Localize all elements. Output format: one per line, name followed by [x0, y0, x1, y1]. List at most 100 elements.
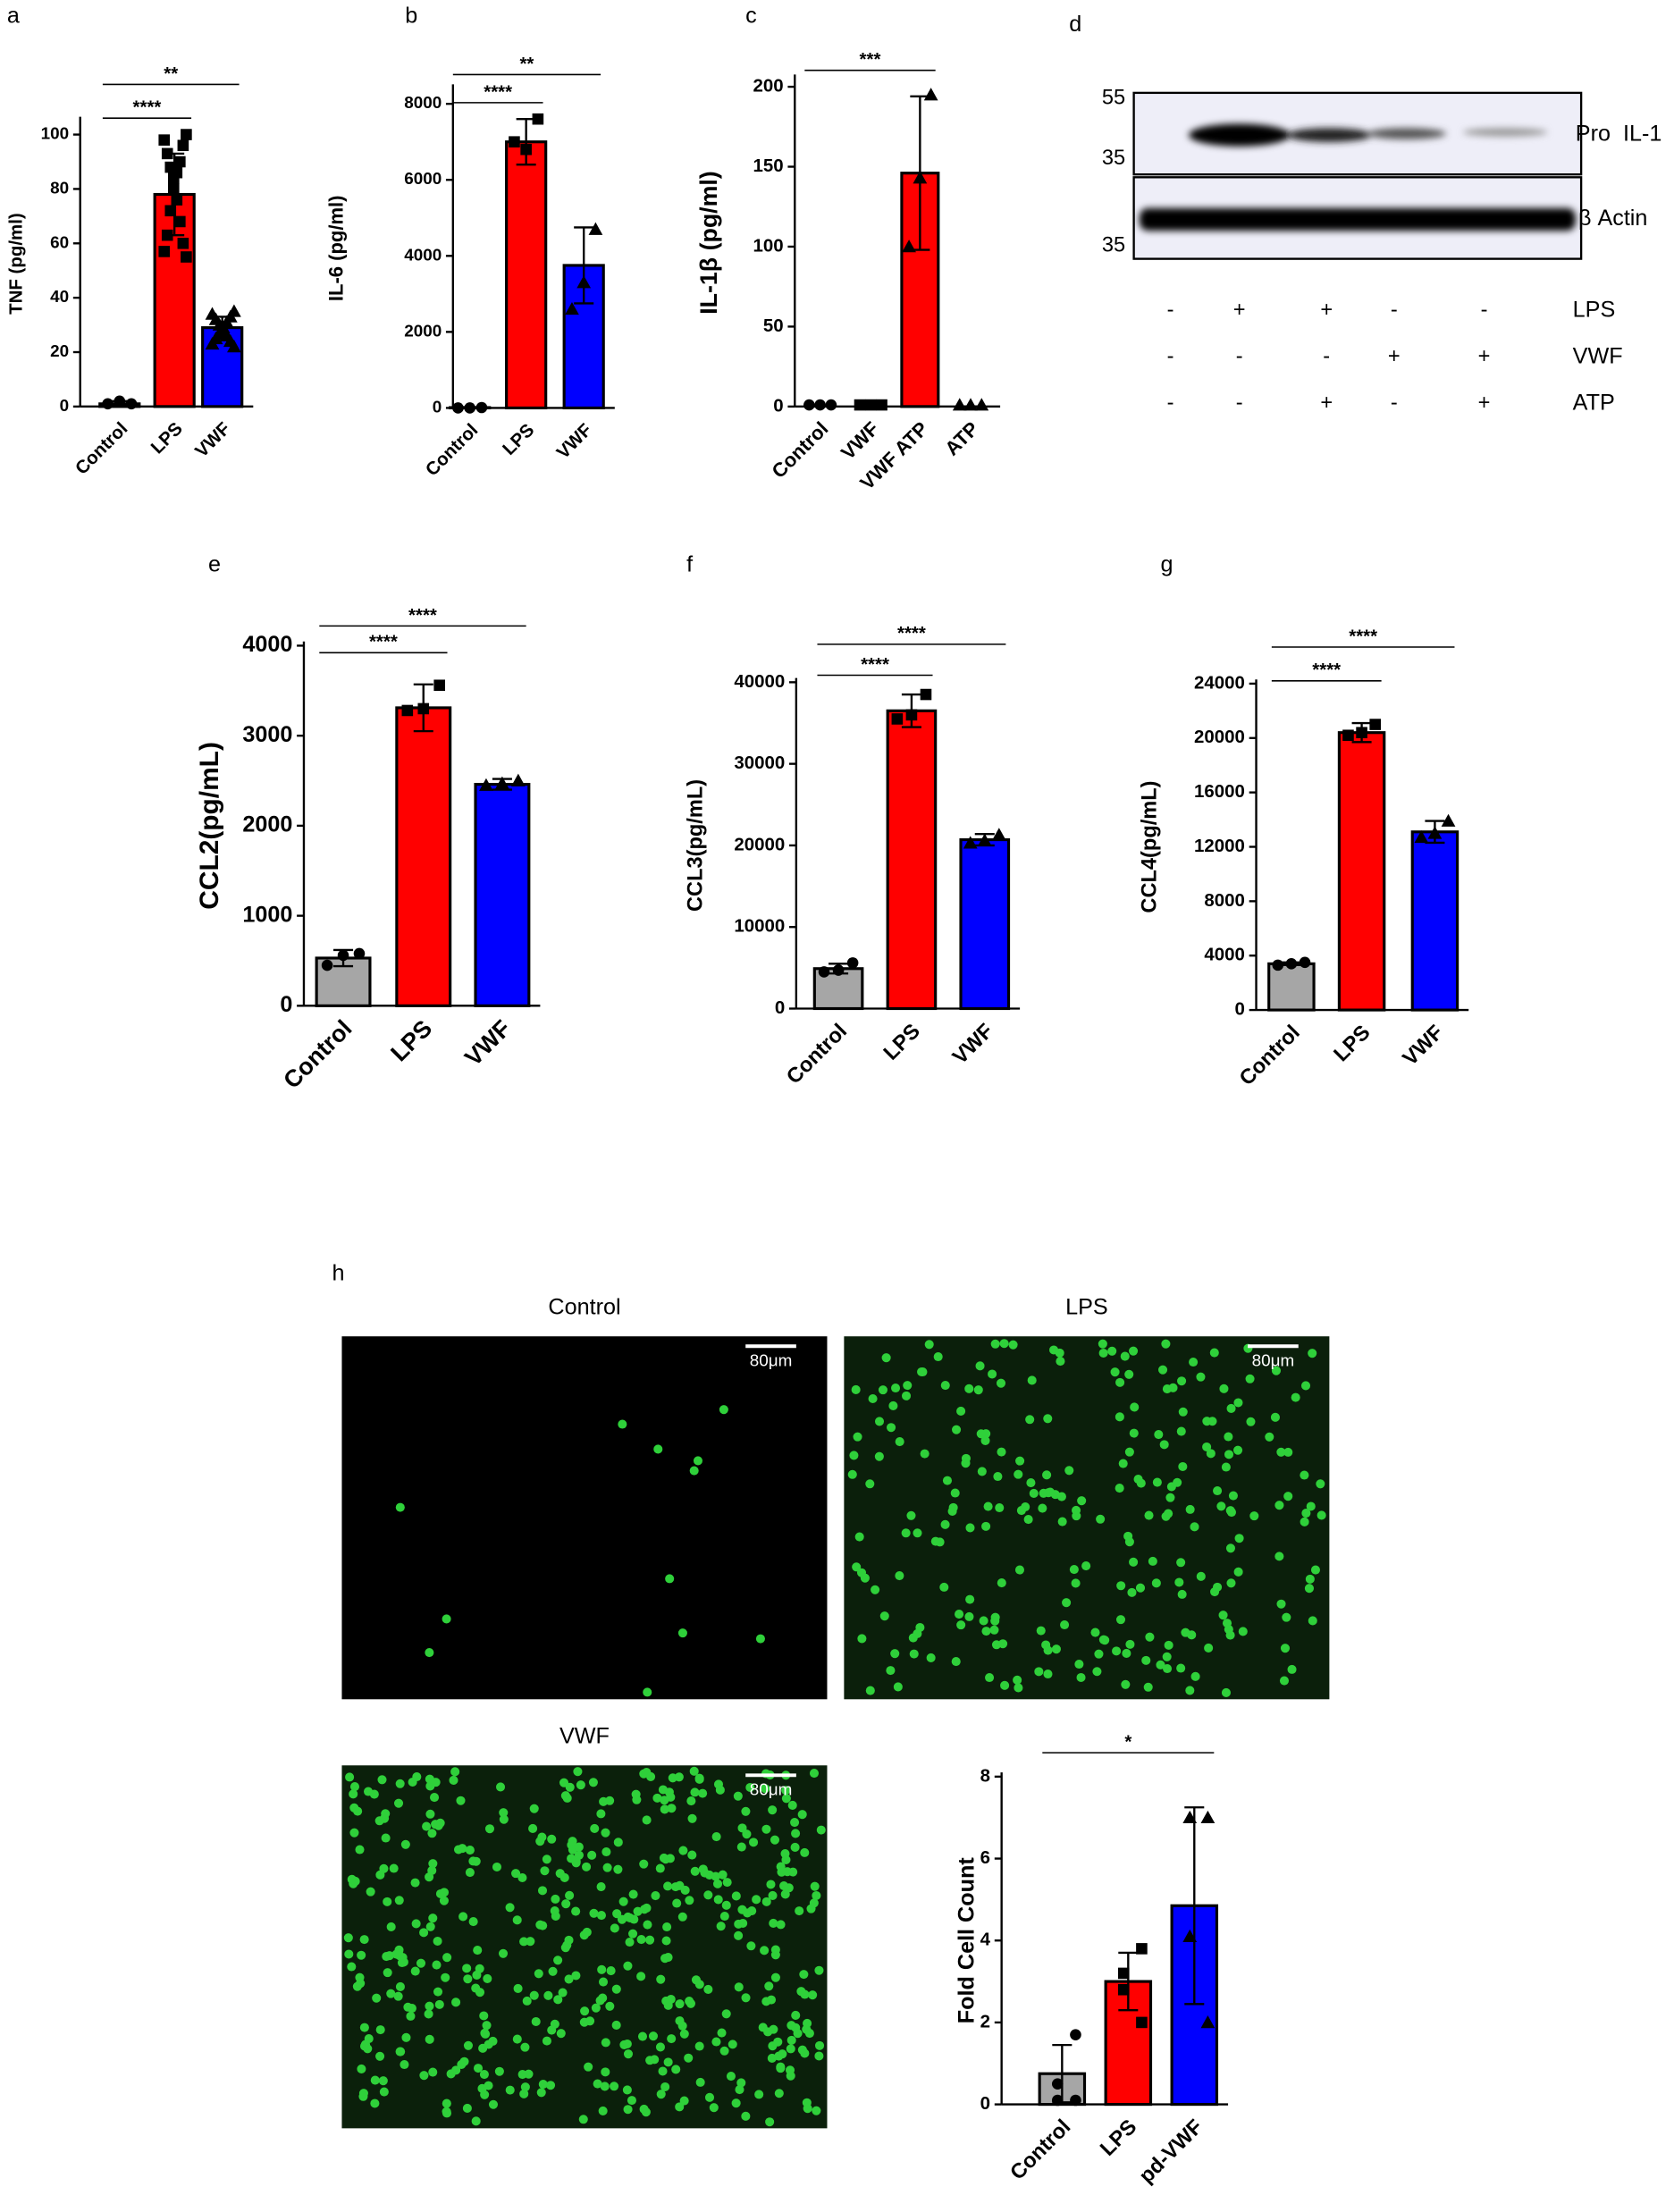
data-point [864, 399, 877, 411]
cell [766, 1880, 776, 1889]
cell [542, 2036, 551, 2046]
cell [571, 1971, 581, 1981]
cell [778, 2049, 787, 2059]
cell [717, 2028, 727, 2038]
cell [606, 1966, 616, 1976]
cell [1145, 1632, 1155, 1642]
cell [534, 1969, 543, 1979]
cell [1228, 1491, 1238, 1501]
cell [1162, 1384, 1172, 1394]
cell [1144, 1510, 1154, 1520]
x-tick-label: VWF [459, 1014, 516, 1071]
data-point [1441, 813, 1456, 827]
cell [1287, 1664, 1297, 1674]
x-tick-label: VWF [191, 418, 234, 461]
cell [622, 2039, 632, 2049]
cell [993, 1471, 1003, 1482]
cell [666, 1994, 676, 2005]
data-point [1117, 1983, 1130, 1996]
cell [1118, 1459, 1128, 1468]
cell [860, 1573, 870, 1583]
cell [734, 1919, 744, 1929]
significance-label: **** [484, 81, 512, 102]
cell [989, 1625, 999, 1635]
y-tick-label: 150 [753, 156, 784, 176]
cell [395, 2047, 405, 2056]
cell [1060, 1619, 1070, 1630]
panel-letter: g [1161, 551, 1173, 576]
cell [761, 1824, 771, 1834]
y-tick-label: 100 [753, 235, 784, 256]
cell [1216, 1501, 1226, 1511]
cell [947, 1506, 957, 1517]
cell [915, 1622, 925, 1633]
cell [667, 2034, 677, 2044]
bar [959, 837, 1011, 1011]
cell [741, 1806, 751, 1816]
significance-label: **** [1349, 626, 1377, 646]
cell [1096, 1514, 1106, 1524]
data-point [174, 215, 186, 228]
data-point [205, 337, 220, 350]
cell [425, 2001, 434, 2011]
cell [656, 2090, 666, 2099]
cell [1165, 1493, 1175, 1502]
cell [888, 1400, 898, 1410]
cell [494, 2066, 504, 2076]
cell [625, 1937, 635, 1947]
cell [1135, 1583, 1146, 1593]
cell [1025, 1415, 1035, 1425]
cell [538, 2079, 548, 2090]
condition-label: LPS [1573, 297, 1616, 322]
cell [595, 1996, 605, 2006]
cell [901, 1528, 911, 1538]
cell [677, 1912, 687, 1922]
cell [1190, 1522, 1199, 1532]
cell [711, 1832, 721, 1842]
y-tick-label: 0 [433, 398, 442, 416]
cell [442, 2098, 451, 2108]
cell [1124, 1447, 1134, 1457]
data-point [1200, 1810, 1216, 1824]
cell [547, 1834, 557, 1844]
cell [512, 1915, 522, 1925]
cell [731, 1891, 741, 1901]
cell [1064, 1466, 1074, 1476]
cell [890, 1649, 900, 1659]
cell [499, 1808, 509, 1818]
cell [1130, 1402, 1140, 1412]
cell [451, 2065, 461, 2075]
cell [814, 2040, 825, 2050]
cell [399, 1957, 408, 1967]
cell [403, 2002, 413, 2012]
cell [776, 1920, 786, 1930]
cell [694, 1980, 704, 1989]
cell [1021, 1501, 1030, 1512]
cell [1115, 1412, 1124, 1422]
cell [886, 1666, 896, 1676]
cell [769, 1918, 778, 1929]
cell [347, 1962, 357, 1972]
cell [655, 2042, 666, 2052]
cell [1026, 1478, 1036, 1488]
cell [381, 1833, 391, 1843]
data-point [876, 399, 887, 411]
cell [768, 1890, 778, 1900]
bar [1337, 731, 1386, 1012]
cell [685, 1997, 694, 2006]
cell [852, 1562, 862, 1572]
data-point [1342, 729, 1354, 742]
cell [456, 1796, 466, 1805]
cell [1159, 1440, 1169, 1450]
data-point [177, 237, 189, 249]
cell [981, 1627, 991, 1636]
y-axis-label: CCL4(pg/mL) [1139, 780, 1162, 913]
data-point [509, 136, 520, 147]
cell [425, 1648, 434, 1658]
data-point [1182, 1810, 1198, 1824]
data-point [891, 713, 904, 725]
cell [471, 2116, 481, 2126]
cell [758, 2023, 768, 2032]
cell [1036, 1626, 1046, 1636]
